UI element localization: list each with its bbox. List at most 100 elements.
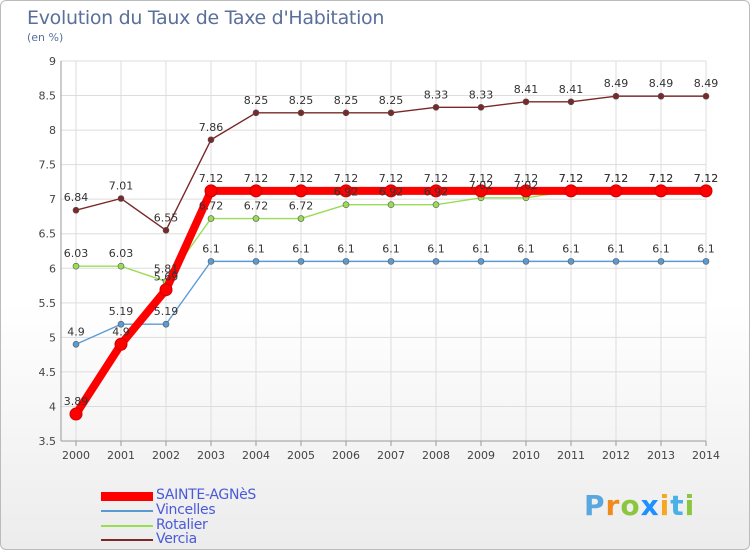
data-label: 6.92 <box>379 186 404 199</box>
x-tick-label: 2011 <box>557 449 585 462</box>
data-point <box>387 258 395 265</box>
data-label: 7.12 <box>244 172 269 185</box>
data-label: 8.25 <box>379 94 404 107</box>
data-point <box>339 184 353 198</box>
data-label: 7.02 <box>514 179 539 192</box>
data-label: 7.01 <box>109 179 134 192</box>
data-point <box>252 215 260 222</box>
data-label: 5.81 <box>154 262 179 275</box>
data-label: 8.41 <box>514 83 539 96</box>
x-tick-label: 2008 <box>422 449 450 462</box>
data-label: 6.72 <box>199 200 224 213</box>
data-label: 7.12 <box>289 172 314 185</box>
data-label: 8.33 <box>424 88 449 101</box>
data-label: 7.86 <box>199 121 224 134</box>
data-labels: 6.84 7.01 6.55 7.86 8.25 8.25 8.25 8.25 8.33 8.33… <box>64 77 719 408</box>
data-point <box>294 184 308 198</box>
x-tick-label: 2012 <box>602 449 630 462</box>
grid <box>61 60 707 442</box>
y-tick-label: 7 <box>49 193 56 206</box>
data-point <box>207 136 215 144</box>
logo-letter: i <box>659 489 671 522</box>
x-tick-label: 2006 <box>332 449 360 462</box>
data-label: 8.25 <box>334 94 359 107</box>
data-point <box>72 262 80 270</box>
data-label: 7.12 <box>424 172 449 185</box>
legend-swatch <box>101 525 153 527</box>
x-tick-label: 2010 <box>512 449 540 462</box>
y-tick-label: 4.5 <box>39 366 57 379</box>
data-point <box>162 320 170 328</box>
data-point <box>702 258 710 265</box>
data-point <box>612 258 620 265</box>
data-label: 7.12 <box>604 172 629 185</box>
data-point <box>252 258 260 265</box>
data-point <box>162 226 170 234</box>
y-tick-label: 5 <box>49 331 56 344</box>
data-label: 7.12 <box>604 172 629 185</box>
data-label: 6.03 <box>64 247 89 260</box>
data-label: 7.12 <box>694 172 719 185</box>
data-label: 6.1 <box>562 242 580 255</box>
data-label: 6.92 <box>334 186 359 199</box>
data-point <box>522 98 530 106</box>
data-point <box>207 258 215 265</box>
data-label: 7.12 <box>334 172 359 185</box>
logo-letter: o <box>620 489 641 522</box>
y-tick-label: 7.5 <box>39 159 57 172</box>
logo-letter: t <box>670 489 685 522</box>
data-point <box>654 184 668 198</box>
data-label: 7.12 <box>649 172 674 185</box>
data-label: 7.12 <box>514 172 539 185</box>
data-label: 3.89 <box>64 395 89 408</box>
data-label: 7.12 <box>199 172 224 185</box>
proxiti-logo[interactable]: Proxiti <box>584 489 695 522</box>
x-tick-label: 2013 <box>647 449 675 462</box>
data-point <box>342 258 350 265</box>
data-label: 6.1 <box>697 242 715 255</box>
data-point <box>432 258 440 265</box>
data-label: 5.19 <box>154 305 179 318</box>
data-label: 7.12 <box>559 172 584 185</box>
data-point <box>657 258 665 265</box>
logo-letter: i <box>684 489 696 522</box>
data-label: 7.12 <box>649 172 674 185</box>
data-point <box>249 184 263 198</box>
legend-label: SAINTE-AGNèS <box>156 487 257 503</box>
x-tick-label: 2000 <box>62 449 90 462</box>
x-tick-label: 2003 <box>197 449 225 462</box>
data-point <box>567 258 575 265</box>
data-label: 8.25 <box>244 94 269 107</box>
data-point <box>159 283 173 297</box>
data-label: 4.9 <box>67 325 85 338</box>
x-tick-label: 2007 <box>377 449 405 462</box>
data-point <box>522 258 530 265</box>
data-point <box>204 184 218 198</box>
data-point <box>72 340 80 348</box>
logo-letter: r <box>605 489 621 522</box>
y-tick-label: 8.5 <box>39 90 57 103</box>
y-tick-label: 4 <box>49 400 56 413</box>
data-point <box>387 201 395 209</box>
data-label: 8.25 <box>289 94 314 107</box>
data-label: 8.41 <box>559 83 584 96</box>
data-point <box>384 184 398 198</box>
data-label: 5.69 <box>154 271 179 284</box>
data-label: 8.49 <box>649 77 674 90</box>
data-point <box>477 258 485 265</box>
data-point <box>342 109 350 117</box>
data-label: 8.49 <box>694 77 719 90</box>
data-point <box>297 215 305 222</box>
chart-subtitle: (en %) <box>27 31 64 44</box>
data-point <box>72 206 80 214</box>
data-label: 7.12 <box>469 172 494 185</box>
data-label: 6.72 <box>244 200 269 213</box>
data-point <box>207 215 215 222</box>
x-tick-label: 2002 <box>152 449 180 462</box>
data-label: 6.1 <box>382 242 400 255</box>
data-label: 6.03 <box>109 247 134 260</box>
data-point <box>609 184 623 198</box>
data-point <box>699 184 713 198</box>
data-label: 6.1 <box>517 242 535 255</box>
